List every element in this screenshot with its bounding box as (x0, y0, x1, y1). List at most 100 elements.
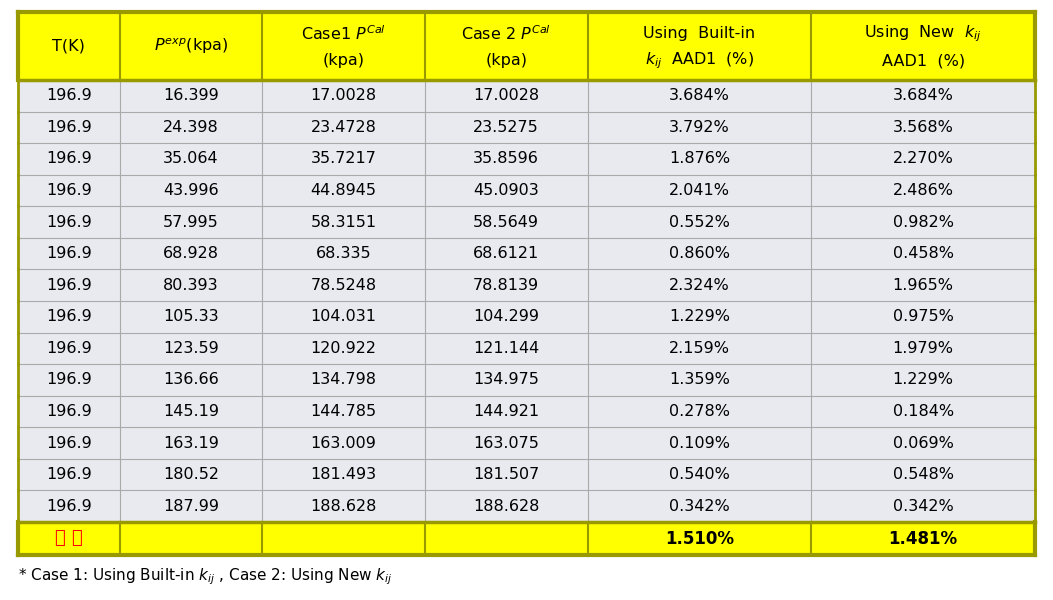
Text: 35.8596: 35.8596 (473, 151, 539, 166)
Text: 0.342%: 0.342% (669, 499, 730, 514)
Text: 16.399: 16.399 (163, 88, 219, 103)
Text: $P^{exp}$(kpa): $P^{exp}$(kpa) (154, 36, 229, 56)
Text: 1.229%: 1.229% (669, 309, 730, 324)
Bar (18, 332, 1035, 364)
Text: 0.109%: 0.109% (669, 436, 730, 451)
Text: 196.9: 196.9 (46, 467, 92, 482)
Text: 2.041%: 2.041% (669, 183, 730, 198)
Text: 44.8945: 44.8945 (311, 183, 376, 198)
Text: 58.3151: 58.3151 (311, 215, 377, 230)
Text: AAD1  (%): AAD1 (%) (881, 53, 965, 68)
Bar (18, 490, 1035, 522)
Text: 2.270%: 2.270% (893, 151, 954, 166)
Bar (18, 206, 1035, 238)
Text: 23.5275: 23.5275 (473, 120, 539, 135)
Text: 1.481%: 1.481% (889, 529, 957, 547)
Text: 163.075: 163.075 (473, 436, 539, 451)
Text: 3.568%: 3.568% (893, 120, 954, 135)
Text: 35.7217: 35.7217 (311, 151, 376, 166)
Text: 196.9: 196.9 (46, 215, 92, 230)
Text: 196.9: 196.9 (46, 373, 92, 388)
Text: 0.184%: 0.184% (893, 404, 954, 419)
Text: 23.4728: 23.4728 (311, 120, 376, 135)
Text: 0.982%: 0.982% (893, 215, 954, 230)
Bar (18, 427, 1035, 459)
Text: 78.8139: 78.8139 (473, 278, 539, 293)
Text: 144.921: 144.921 (473, 404, 539, 419)
Text: 196.9: 196.9 (46, 436, 92, 451)
Text: 0.540%: 0.540% (669, 467, 730, 482)
Text: 3.684%: 3.684% (669, 88, 730, 103)
Text: (kpa): (kpa) (485, 53, 528, 68)
Text: 187.99: 187.99 (163, 499, 219, 514)
Text: 2.159%: 2.159% (669, 341, 730, 356)
Text: 0.458%: 0.458% (893, 246, 954, 261)
Text: 68.928: 68.928 (163, 246, 219, 261)
Text: 1.359%: 1.359% (669, 373, 730, 388)
Bar (18, 522, 1035, 555)
Bar (18, 364, 1035, 396)
Text: 17.0028: 17.0028 (311, 88, 377, 103)
Text: 0.278%: 0.278% (669, 404, 730, 419)
Text: 78.5248: 78.5248 (311, 278, 377, 293)
Text: 188.628: 188.628 (473, 499, 539, 514)
Bar (18, 396, 1035, 427)
Text: 1.229%: 1.229% (893, 373, 954, 388)
Text: Using  New  $k_{ij}$: Using New $k_{ij}$ (865, 23, 981, 44)
Text: 68.335: 68.335 (316, 246, 372, 261)
Text: Using  Built-in: Using Built-in (643, 26, 755, 41)
Text: 144.785: 144.785 (311, 404, 377, 419)
Text: 57.995: 57.995 (163, 215, 219, 230)
Text: 104.031: 104.031 (311, 309, 376, 324)
Text: 0.975%: 0.975% (893, 309, 954, 324)
Text: 0.342%: 0.342% (893, 499, 954, 514)
Text: 17.0028: 17.0028 (473, 88, 539, 103)
Text: 180.52: 180.52 (163, 467, 219, 482)
Text: $*$ Case 1: Using Built-in $k_{ij}$ , Case 2: Using New $k_{ij}$: $*$ Case 1: Using Built-in $k_{ij}$ , Ca… (18, 566, 393, 587)
Bar (18, 12, 1035, 80)
Bar (18, 459, 1035, 490)
Text: 196.9: 196.9 (46, 278, 92, 293)
Text: 196.9: 196.9 (46, 246, 92, 261)
Text: 136.66: 136.66 (163, 373, 219, 388)
Text: (kpa): (kpa) (322, 53, 364, 68)
Text: 134.798: 134.798 (311, 373, 376, 388)
Text: 43.996: 43.996 (163, 183, 219, 198)
Bar (18, 175, 1035, 206)
Text: 163.19: 163.19 (163, 436, 219, 451)
Text: Case 2 $P^{Cal}$: Case 2 $P^{Cal}$ (461, 25, 551, 43)
Text: 163.009: 163.009 (311, 436, 376, 451)
Text: 3.792%: 3.792% (669, 120, 730, 135)
Text: 196.9: 196.9 (46, 499, 92, 514)
Bar (18, 80, 1035, 112)
Text: 1.876%: 1.876% (669, 151, 730, 166)
Text: 121.144: 121.144 (473, 341, 539, 356)
Text: 196.9: 196.9 (46, 341, 92, 356)
Text: 0.069%: 0.069% (893, 436, 954, 451)
Text: 0.552%: 0.552% (669, 215, 730, 230)
Bar (18, 301, 1035, 332)
Text: 평 균: 평 균 (55, 529, 83, 547)
Text: 196.9: 196.9 (46, 88, 92, 103)
Text: 1.510%: 1.510% (664, 529, 734, 547)
Text: 196.9: 196.9 (46, 151, 92, 166)
Text: 181.493: 181.493 (311, 467, 377, 482)
Text: 105.33: 105.33 (163, 309, 219, 324)
Text: 120.922: 120.922 (311, 341, 376, 356)
Text: 2.486%: 2.486% (893, 183, 954, 198)
Text: 104.299: 104.299 (473, 309, 539, 324)
Text: Case1 $P^{Cal}$: Case1 $P^{Cal}$ (301, 25, 385, 43)
Text: 1.979%: 1.979% (893, 341, 954, 356)
Text: 123.59: 123.59 (163, 341, 219, 356)
Text: 3.684%: 3.684% (893, 88, 954, 103)
Text: 35.064: 35.064 (163, 151, 219, 166)
Text: 0.860%: 0.860% (669, 246, 730, 261)
Text: 196.9: 196.9 (46, 120, 92, 135)
Text: 2.324%: 2.324% (669, 278, 730, 293)
Bar (18, 143, 1035, 175)
Text: 80.393: 80.393 (163, 278, 219, 293)
Text: 58.5649: 58.5649 (473, 215, 539, 230)
Bar (18, 238, 1035, 269)
Text: 196.9: 196.9 (46, 404, 92, 419)
Text: T(K): T(K) (53, 38, 85, 53)
